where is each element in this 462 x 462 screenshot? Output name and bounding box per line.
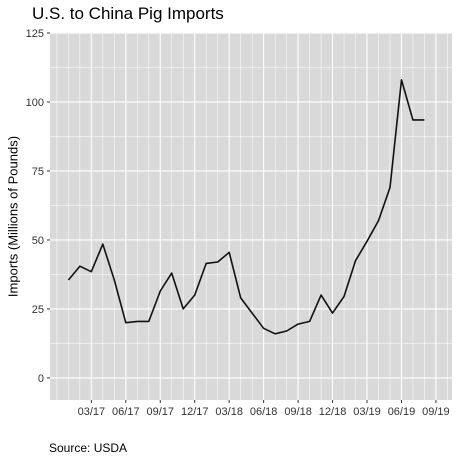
plot-panel (50, 33, 452, 400)
series-layer (67, 79, 425, 335)
y-axis-label: Imports (Millions of Pounds) (5, 136, 20, 297)
x-tick-label: 06/18 (250, 406, 278, 418)
x-tick-label: 09/18 (284, 406, 312, 418)
y-axis: 0 25 50 75 100 125 (26, 28, 50, 385)
x-tick-label: 03/19 (353, 406, 381, 418)
x-tick-label: 12/17 (181, 406, 209, 418)
x-tick-label: 12/18 (319, 406, 347, 418)
x-tick-label: 09/19 (422, 406, 450, 418)
y-tick-label: 50 (32, 235, 44, 247)
x-tick-label: 06/19 (388, 406, 416, 418)
x-tick-label: 03/17 (78, 406, 106, 418)
major-gridlines (50, 32, 452, 400)
y-tick-label: 25 (32, 304, 44, 316)
source-caption: Source: USDA (49, 441, 128, 455)
x-tick-label: 03/18 (215, 406, 243, 418)
y-tick-label: 75 (32, 166, 44, 178)
x-tick-label: 06/17 (112, 406, 140, 418)
x-axis: 03/17 06/17 09/17 12/17 03/18 06/18 09/18 12/18… (78, 400, 450, 418)
chart-title: U.S. to China Pig Imports (32, 4, 224, 23)
minor-gridlines (50, 33, 452, 400)
y-tick-label: 100 (26, 97, 44, 109)
series-line (67, 79, 425, 335)
y-tick-label: 0 (38, 373, 44, 385)
x-tick-label: 09/17 (146, 406, 174, 418)
y-tick-label: 125 (26, 28, 44, 40)
